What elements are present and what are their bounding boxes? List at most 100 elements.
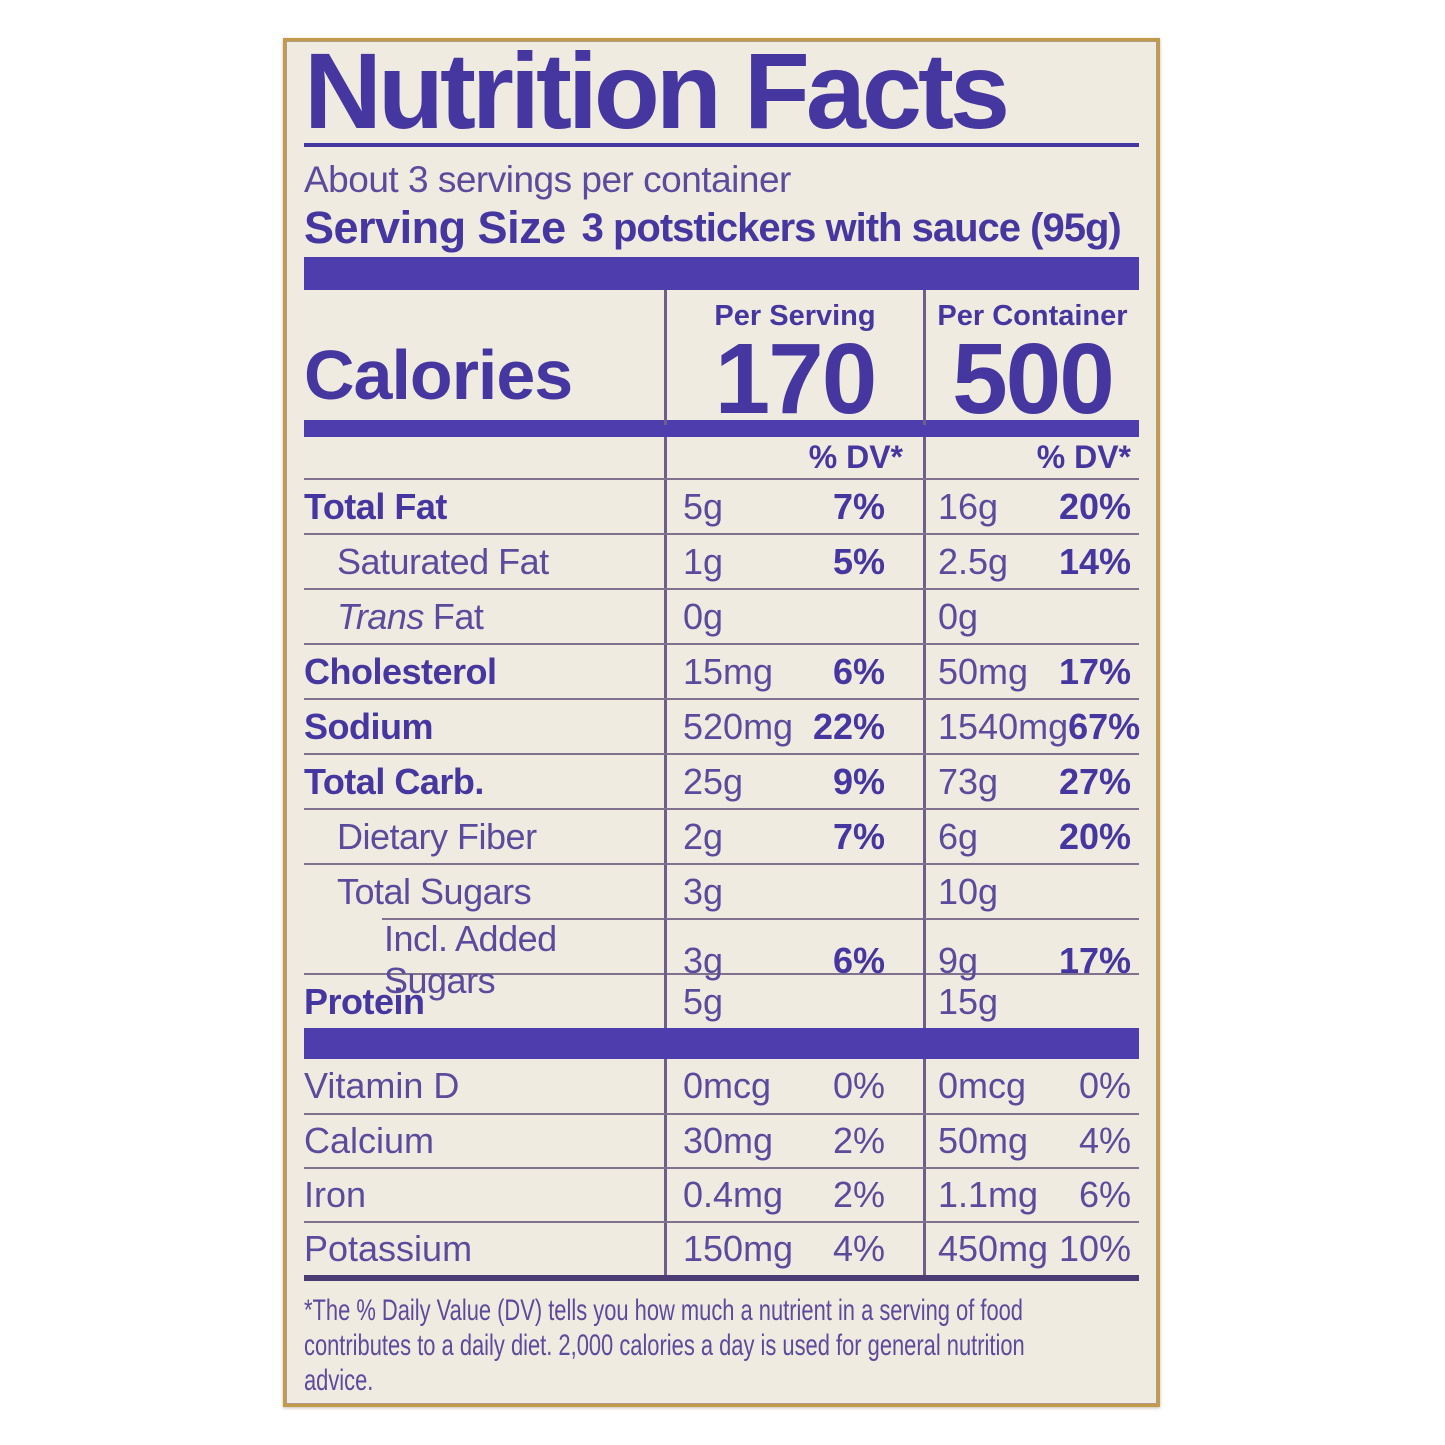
per-container-cell: 2.5g 14%: [923, 535, 1139, 588]
nutrient-name: Total Sugars: [337, 870, 532, 912]
serving-size-line: Serving Size 3 potstickers with sauce (9…: [304, 199, 1139, 257]
trans-rest: Fat: [432, 595, 484, 637]
per-serving-dv: 6%: [832, 940, 885, 981]
per-container-amount: 450mg: [938, 1228, 1049, 1269]
serving-size-value: 3 potstickers with sauce (95g): [581, 205, 1122, 250]
per-container-cell: 0g: [923, 590, 1139, 643]
per-serving-dv: 5%: [832, 540, 885, 582]
nutrient-row-sodium: Sodium 520mg 22% 1540mg 67%: [304, 698, 1140, 753]
calories-heading: Calories: [304, 336, 573, 414]
per-serving-dv: 9%: [832, 760, 885, 802]
per-container-cell: 50mg 4%: [923, 1115, 1139, 1167]
per-serving-cell: 0g: [664, 590, 923, 643]
per-container-dv: 17%: [1058, 940, 1131, 981]
per-container-dv: 10%: [1058, 1228, 1131, 1269]
per-container-cell: 9g 17%: [923, 918, 1139, 1002]
nutrient-name: Dietary Fiber: [337, 815, 537, 857]
dv-header-spacer: [304, 437, 664, 478]
per-serving-cell: 3g 6%: [664, 918, 923, 1002]
calories-per-container-cell: Per Container 500: [923, 290, 1139, 435]
per-serving-amount: 0.4mg: [683, 1174, 784, 1215]
per-serving-dv: 7%: [832, 485, 885, 527]
per-container-calories: 500: [952, 323, 1115, 435]
nutrient-name: Total Carb.: [304, 760, 484, 802]
per-container-amount: 50mg: [938, 650, 1029, 692]
per-container-amount: 2.5g: [938, 540, 1009, 582]
per-container-amount: 10g: [938, 870, 999, 912]
per-serving-amount: 5g: [683, 485, 724, 527]
thick-bar-top: [304, 257, 1139, 290]
per-serving-amount: 3g: [683, 870, 724, 912]
nutrient-name: Trans Fat: [304, 590, 664, 643]
per-serving-calories: 170: [714, 323, 878, 435]
per-serving-dv: 2%: [832, 1174, 885, 1215]
calories-per-serving-cell: Per Serving 170: [664, 290, 923, 435]
per-serving-cell: 3g: [664, 865, 923, 918]
per-container-amount: 73g: [938, 760, 999, 802]
per-serving-amount: 0mcg: [683, 1065, 772, 1106]
per-container-dv: 20%: [1058, 485, 1131, 527]
per-serving-amount: 3g: [683, 940, 724, 981]
per-container-amount: 50mg: [938, 1120, 1029, 1161]
per-container-amount: 15g: [938, 980, 999, 1022]
nutrient-row-dietary-fiber: Dietary Fiber 2g 7% 6g 20%: [304, 808, 1139, 863]
per-serving-dv: 0%: [832, 1065, 885, 1106]
per-serving-label: Per Serving: [714, 300, 876, 332]
per-container-cell: 450mg 10%: [923, 1223, 1139, 1275]
calories-section: Calories Per Serving 170 Per Container 5…: [304, 290, 1139, 429]
per-container-dv: 17%: [1058, 650, 1131, 692]
per-container-dv: 20%: [1058, 815, 1131, 857]
per-serving-amount: 2g: [683, 815, 724, 857]
panel-title: Nutrition Facts: [304, 30, 1010, 151]
per-container-amount: 1.1mg: [938, 1174, 1039, 1215]
serving-size-label: Serving Size: [304, 202, 566, 253]
per-serving-cell: 150mg 4%: [664, 1223, 923, 1275]
per-container-cell: 10g: [923, 865, 1139, 918]
per-serving-cell: 25g 9%: [664, 755, 923, 808]
nutrient-row-total-sugars: Total Sugars 3g 10g: [304, 863, 1139, 918]
nutrient-row-trans-fat: Trans Fat 0g 0g: [304, 588, 1139, 643]
nutrient-row-total-carb: Total Carb. 25g 9% 73g 27%: [304, 753, 1139, 808]
per-container-dv: 6%: [1078, 1174, 1131, 1215]
medium-bar: [304, 420, 1139, 437]
per-serving-cell: 5g: [664, 975, 923, 1028]
trans-italic: Trans: [337, 595, 424, 637]
dv-header-per-container: % DV*: [923, 437, 1139, 478]
per-serving-dv: 4%: [832, 1228, 885, 1269]
per-container-dv: 14%: [1058, 540, 1131, 582]
per-serving-cell: 0.4mg 2%: [664, 1169, 923, 1221]
dv-header-row: % DV* % DV*: [304, 437, 1139, 478]
per-serving-dv: 2%: [832, 1120, 885, 1161]
nutrient-row-protein: Protein 5g 15g: [304, 973, 1139, 1028]
footnote-line: advice.: [304, 1364, 374, 1397]
per-serving-cell: 15mg 6%: [664, 645, 923, 698]
nutrition-facts-panel: Nutrition Facts About 3 servings per con…: [283, 30, 1160, 1407]
per-container-cell: 15g: [923, 975, 1139, 1028]
vitamin-row-vitamin-d: Vitamin D 0mcg 0% 0mcg 0%: [304, 1059, 1139, 1113]
per-container-cell: 1.1mg 6%: [923, 1169, 1139, 1221]
vitamin-name: Calcium: [304, 1120, 435, 1161]
per-serving-dv: 7%: [832, 815, 885, 857]
per-container-dv: 0%: [1078, 1065, 1131, 1106]
per-container-cell: 0mcg 0%: [923, 1059, 1139, 1113]
nutrient-row-added-sugars: Incl. Added Sugars 3g 6% 9g 17%: [304, 918, 1139, 1002]
footnote-text: *The % Daily Value (DV) tells you how mu…: [304, 1293, 1139, 1398]
per-container-cell: 73g 27%: [923, 755, 1139, 808]
vitamin-name: Iron: [304, 1174, 367, 1215]
per-container-amount: 0g: [938, 595, 979, 637]
thick-bar-bottom: [304, 1028, 1139, 1059]
per-serving-cell: 5g 7%: [664, 480, 923, 533]
per-container-amount: 9g: [938, 940, 979, 981]
footnote-line: *The % Daily Value (DV) tells you how mu…: [304, 1294, 1023, 1327]
per-serving-cell: 30mg 2%: [664, 1115, 923, 1167]
per-serving-amount: 25g: [683, 760, 744, 802]
per-container-cell: 1540mg 67%: [923, 700, 1148, 753]
per-container-amount: 16g: [938, 485, 999, 527]
per-serving-cell: 1g 5%: [664, 535, 923, 588]
nutrient-name: Total Fat: [304, 485, 447, 527]
per-serving-amount: 15mg: [683, 650, 774, 692]
per-serving-cell: 0mcg 0%: [664, 1059, 923, 1113]
per-container-amount: 0mcg: [938, 1065, 1027, 1106]
footnote: *The % Daily Value (DV) tells you how mu…: [304, 1281, 1139, 1400]
